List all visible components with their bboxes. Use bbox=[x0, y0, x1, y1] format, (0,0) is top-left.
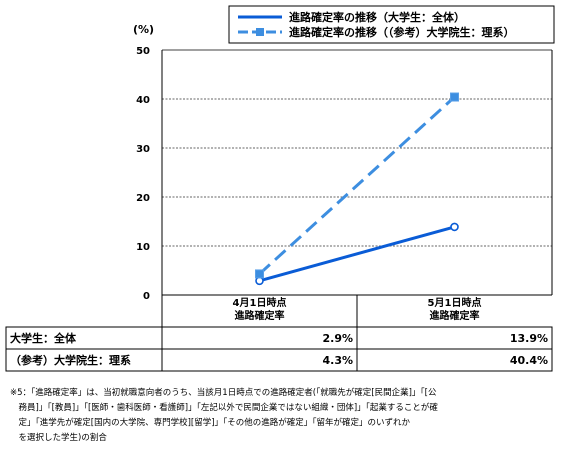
plot-frame bbox=[161, 49, 553, 296]
table-cell-value: 2.9% bbox=[322, 332, 353, 345]
legend-box bbox=[228, 5, 555, 44]
series-line-2 bbox=[258, 95, 456, 276]
series-line-1 bbox=[259, 225, 455, 283]
table-cell-value: 40.4% bbox=[510, 354, 548, 367]
table-row-label: （参考）大学院生：理系 bbox=[10, 353, 131, 367]
category-label: 進路確定率 bbox=[430, 309, 480, 322]
table-cell-value: 13.9% bbox=[510, 332, 548, 345]
category-label: 4月1日時点 bbox=[233, 296, 287, 309]
data-point bbox=[450, 222, 459, 232]
series-layer bbox=[255, 92, 459, 286]
table-row-label: 大学生：全体 bbox=[10, 331, 77, 345]
table-row bbox=[5, 348, 553, 372]
chart: 進路確定率の推移（大学生：全体）進路確定率の推移（（参考）大学院生：理系） (%… bbox=[5, 5, 555, 372]
y-tick-label: 20 bbox=[136, 193, 150, 204]
y-axis-ticks: 0 10 20 30 40 50 bbox=[136, 46, 150, 302]
legend-entry-label: 進路確定率の推移（大学生：全体） bbox=[289, 10, 465, 24]
data-point bbox=[450, 92, 459, 102]
category-label: 5月1日時点 bbox=[428, 296, 482, 309]
y-tick-label: 30 bbox=[136, 144, 150, 155]
data-table: 大学生：全体 2.9% 13.9% （参考）大学院生：理系 4.3% 40.4% bbox=[5, 295, 553, 372]
y-tick-label: 10 bbox=[136, 242, 150, 253]
y-axis-unit: (%) bbox=[133, 23, 154, 36]
y-tick-label: 40 bbox=[136, 95, 150, 106]
category-label: 進路確定率 bbox=[235, 309, 285, 322]
data-point bbox=[255, 269, 264, 279]
grid bbox=[162, 98, 552, 247]
table-cell-value: 4.3% bbox=[322, 354, 353, 367]
y-tick-label: 50 bbox=[136, 46, 150, 57]
legend-marker bbox=[256, 28, 264, 36]
legend-entry-label: 進路確定率の推移（（参考）大学院生：理系） bbox=[289, 25, 515, 39]
table-row bbox=[5, 326, 553, 350]
legend: 進路確定率の推移（大学生：全体）進路確定率の推移（（参考）大学院生：理系） bbox=[228, 5, 555, 44]
y-tick-label: 0 bbox=[143, 291, 150, 302]
footnote: ※5：「進路確定率」は、当初就職意向者のうち、当該月1日時点での進路確定者(「就… bbox=[10, 388, 438, 443]
